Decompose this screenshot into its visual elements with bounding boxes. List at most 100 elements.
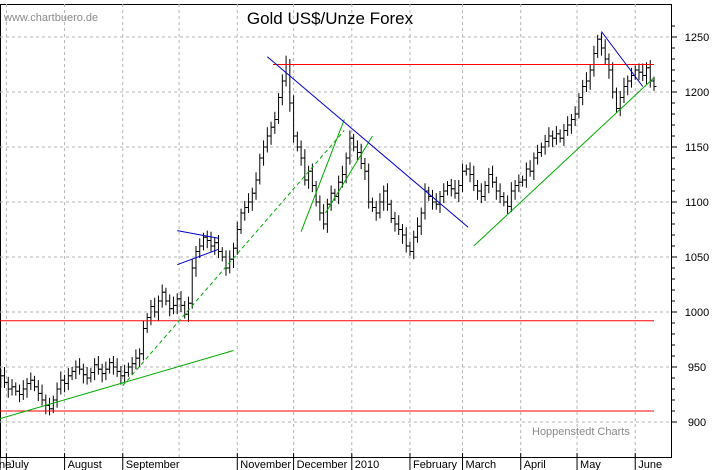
ohlc-bar: [264, 127, 270, 153]
ohlc-bar: [279, 74, 285, 106]
ohlc-bar: [306, 165, 312, 189]
chart-title: Gold US$/Unze Forex: [246, 9, 414, 28]
ohlc-bar: [24, 378, 30, 398]
ohlc-bar: [411, 230, 417, 260]
ohlc-bar: [640, 63, 646, 81]
ohlc-bar: [208, 231, 214, 252]
ohlc-bar: [231, 242, 237, 268]
ohlc-bar: [463, 164, 469, 176]
watermark: www.chartbuero.de: [4, 12, 99, 24]
ohlc-bar: [373, 200, 379, 221]
ohlc-bar: [246, 193, 252, 213]
ohlc-bar: [448, 178, 454, 197]
ohlc-bar: [110, 356, 116, 375]
ohlc-bar: [152, 297, 158, 318]
ohlc-bar: [249, 187, 255, 211]
ohlc-bar: [253, 172, 259, 200]
ohlc-bar: [557, 129, 563, 143]
ohlc-bar: [58, 371, 64, 395]
ohlc-bar: [407, 241, 413, 256]
month-label: February: [413, 459, 458, 470]
ohlc-bar: [28, 372, 34, 391]
ohlc-bar: [219, 247, 225, 262]
ohlc-bar: [148, 299, 154, 326]
ohlc-bar: [490, 165, 496, 188]
month-label: August: [68, 459, 102, 470]
ohlc-bar: [204, 230, 210, 249]
ohlc-bar: [103, 361, 109, 381]
ohlc-bar: [13, 382, 19, 396]
ohlc-bar: [77, 358, 83, 375]
y-tick-label: 950: [688, 362, 706, 374]
ohlc-bar: [418, 207, 424, 235]
ohlc-bar: [621, 77, 627, 103]
month-label: 2010: [355, 459, 379, 470]
ohlc-bar: [388, 199, 394, 223]
ohlc-bar: [336, 175, 342, 205]
ohlc-bar: [65, 368, 71, 391]
ohlc-bar: [84, 367, 90, 385]
ohlc-bar: [580, 79, 586, 106]
ohlc-bar: [32, 375, 38, 392]
chart-credit: Hoppenstedt Charts: [532, 426, 630, 438]
month-label: September: [126, 459, 180, 470]
ohlc-bar: [542, 134, 548, 155]
ohlc-bar: [595, 34, 601, 58]
ohlc-bar: [445, 181, 451, 196]
plot-frame: [0, 4, 672, 458]
ohlc-bar: [17, 384, 23, 403]
ohlc-bar: [369, 197, 375, 212]
ohlc-bar: [598, 32, 604, 56]
ohlc-bar: [362, 158, 368, 180]
line-trend-2: [122, 130, 345, 387]
ohlc-bar: [531, 152, 537, 180]
ohlc-bar: [95, 356, 101, 375]
y-tick-label: 900: [688, 417, 706, 429]
month-label: April: [524, 459, 546, 470]
ohlc-bar: [144, 313, 150, 333]
ohlc-bar: [478, 183, 484, 204]
ohlc-bar: [452, 180, 458, 199]
ohlc-bar: [610, 62, 616, 99]
ohlc-bar: [587, 64, 593, 90]
ohlc-bar: [39, 384, 45, 406]
ohlc-bar: [471, 165, 477, 191]
ohlc-bar: [636, 63, 642, 80]
ohlc-bar: [591, 45, 597, 77]
ohlc-bar: [167, 294, 173, 317]
ohlc-bar: [73, 360, 79, 380]
ohlc-bar: [212, 237, 218, 255]
y-tick-label: 1000: [685, 307, 709, 319]
ohlc-bar: [125, 362, 131, 377]
ohlc-bar: [234, 221, 240, 255]
ohlc-bar: [381, 185, 387, 211]
ohlc-bar: [429, 189, 435, 210]
month-label: ne: [0, 459, 11, 470]
ohlc-bar: [242, 200, 248, 221]
ohlc-bar: [287, 59, 293, 112]
ohlc-bar: [159, 284, 165, 308]
y-tick-label: 1050: [685, 252, 709, 264]
ohlc-bar: [140, 320, 146, 361]
ohlc-bar: [193, 246, 199, 277]
ohlc-bar: [189, 259, 195, 309]
line-pennant-upper: [177, 230, 219, 239]
ohlc-bar: [384, 183, 390, 211]
line-pennant-lower: [177, 248, 219, 266]
ohlc-bar: [294, 131, 300, 152]
ohlc-bar: [88, 368, 94, 383]
month-label: June: [638, 459, 662, 470]
y-tick-label: 1100: [685, 197, 709, 209]
ohlc-bar: [133, 349, 139, 370]
ohlc-bar: [399, 224, 405, 244]
month-label: July: [9, 459, 29, 470]
ohlc-bar: [497, 183, 503, 204]
line-down-1: [266, 56, 469, 228]
ohlc-bar: [47, 397, 53, 416]
ohlc-bar: [651, 76, 657, 91]
ohlc-bar: [643, 62, 649, 85]
ohlc-bar: [347, 130, 353, 165]
ohlc-bar: [583, 72, 589, 92]
ohlc-bar: [508, 182, 514, 212]
month-label: November: [240, 459, 291, 470]
